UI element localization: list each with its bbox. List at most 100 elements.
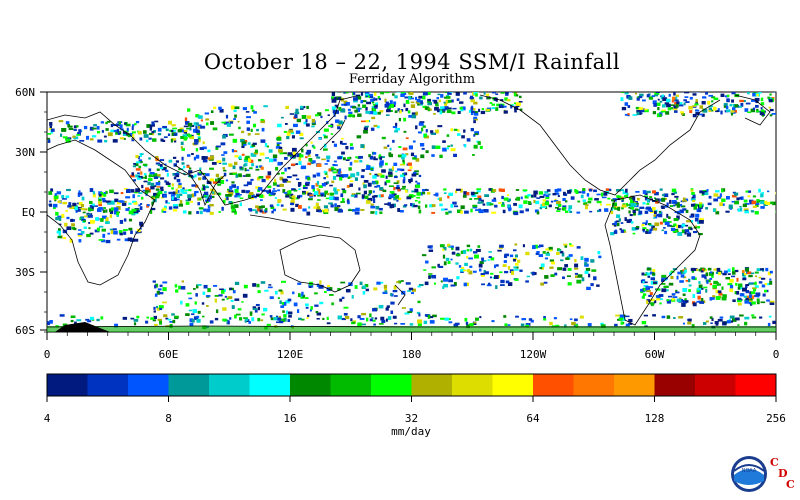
rain-pixel: [655, 92, 660, 94]
rain-pixel: [491, 320, 495, 323]
rain-pixel: [769, 114, 773, 117]
rain-pixel: [157, 288, 162, 291]
rain-pixel: [564, 244, 568, 248]
rain-pixel: [447, 99, 452, 103]
rain-pixel: [352, 92, 356, 95]
rain-pixel: [772, 320, 776, 325]
rain-pixel: [118, 230, 123, 234]
rain-pixel: [743, 199, 748, 203]
rain-pixel: [372, 152, 377, 155]
rain-pixel: [473, 198, 479, 200]
rain-pixel: [85, 135, 90, 140]
rain-pixel: [739, 205, 742, 208]
rain-pixel: [175, 188, 178, 193]
rain-pixel: [662, 218, 667, 223]
rain-pixel: [335, 119, 340, 123]
rain-pixel: [250, 105, 254, 110]
rain-pixel: [683, 267, 687, 269]
rain-pixel: [715, 296, 721, 300]
rain-pixel: [446, 147, 450, 150]
rain-pixel: [709, 277, 713, 280]
rain-pixel: [750, 272, 755, 275]
rain-pixel: [723, 270, 728, 274]
rain-pixel: [323, 148, 328, 151]
rain-pixel: [374, 104, 378, 108]
rain-pixel: [643, 287, 646, 292]
rain-pixel: [682, 293, 686, 296]
rain-pixel: [715, 271, 720, 275]
rain-pixel: [148, 137, 152, 140]
rain-pixel: [498, 89, 502, 92]
rain-pixel: [89, 188, 94, 193]
rain-pixel: [389, 100, 393, 105]
rain-pixel: [445, 96, 451, 99]
rain-pixel: [83, 208, 88, 211]
rain-pixel: [290, 131, 295, 135]
rain-pixel: [291, 195, 296, 199]
rain-pixel: [228, 190, 234, 193]
rain-pixel: [642, 293, 647, 296]
rain-pixel: [555, 206, 559, 209]
rain-pixel: [183, 130, 188, 133]
rain-pixel: [227, 194, 232, 197]
rain-pixel: [699, 105, 704, 109]
rain-pixel: [246, 181, 252, 185]
rain-pixel: [66, 216, 70, 220]
rain-pixel: [201, 302, 205, 305]
rain-pixel: [385, 318, 388, 322]
rain-pixel: [201, 156, 206, 160]
rain-pixel: [384, 203, 389, 205]
rain-pixel: [328, 168, 332, 172]
rain-pixel: [407, 311, 413, 314]
rain-pixel: [657, 106, 660, 111]
rain-pixel: [180, 141, 184, 146]
rain-pixel: [648, 288, 651, 290]
rain-pixel: [674, 99, 679, 102]
rain-pixel: [393, 196, 397, 201]
rain-pixel: [285, 300, 290, 304]
rain-pixel: [436, 97, 440, 100]
rain-pixel: [343, 100, 348, 105]
rain-pixel: [410, 101, 415, 104]
rain-pixel: [439, 203, 443, 207]
rain-pixel: [729, 278, 734, 283]
rain-pixel: [410, 202, 413, 207]
rain-pixel: [535, 252, 539, 255]
rain-pixel: [102, 215, 107, 219]
rain-pixel: [764, 200, 768, 205]
rain-pixel: [225, 179, 229, 182]
rain-pixel: [160, 186, 164, 190]
rain-pixel: [345, 159, 350, 161]
rain-pixel: [404, 153, 409, 156]
rain-pixel: [445, 211, 449, 215]
colorbar-label-1: 8: [165, 412, 172, 425]
rain-pixel: [732, 318, 737, 322]
rain-pixel: [385, 162, 388, 166]
rain-pixel: [98, 191, 103, 195]
rain-pixel: [151, 207, 156, 211]
rain-pixel: [756, 199, 760, 201]
rain-pixel: [427, 245, 432, 249]
rain-pixel: [470, 191, 475, 196]
rain-pixel: [73, 227, 77, 231]
rain-pixel: [104, 139, 108, 143]
rain-pixel: [643, 314, 648, 317]
rain-pixel: [98, 202, 102, 207]
rain-pixel: [618, 317, 624, 321]
rain-pixel: [349, 161, 353, 166]
rain-pixel: [415, 125, 418, 130]
rain-pixel: [457, 110, 461, 114]
rain-pixel: [287, 152, 293, 156]
rain-pixel: [205, 156, 208, 160]
antarctic-edge: [47, 326, 776, 332]
rain-pixel: [334, 190, 339, 195]
rain-pixel: [692, 294, 696, 299]
rain-pixel: [326, 159, 330, 162]
rain-pixel: [597, 250, 601, 255]
rain-pixel: [469, 248, 473, 252]
rain-pixel: [669, 86, 673, 88]
rain-pixel: [724, 95, 729, 98]
rain-pixel: [644, 288, 649, 292]
rain-pixel: [692, 194, 696, 199]
rain-pixel: [403, 130, 407, 133]
